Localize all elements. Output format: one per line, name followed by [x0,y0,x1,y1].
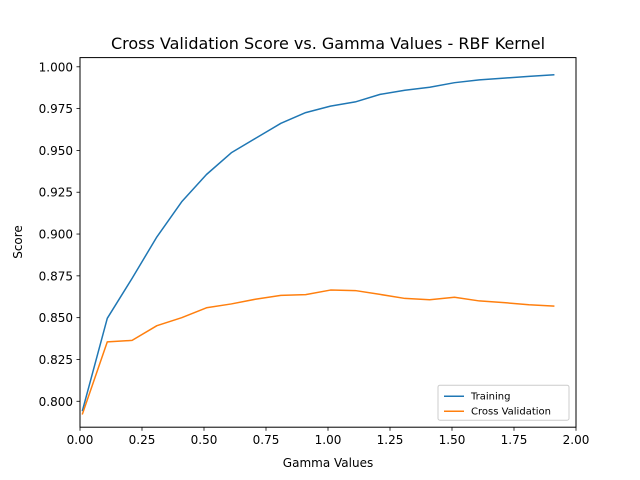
x-tick-label: 1.25 [377,433,404,447]
legend-label-cross-validation: Cross Validation [471,407,551,418]
y-tick-label: 0.800 [39,395,73,409]
series-layer [81,74,555,415]
legend: Training Cross Validation [437,384,570,421]
x-tick-label: 0.75 [253,433,280,447]
series-line-training [81,74,555,412]
y-tick-label: 0.875 [39,269,73,283]
y-tick-label: 0.900 [39,228,73,242]
chart-title: Cross Validation Score vs. Gamma Values … [111,34,545,53]
y-tick-label: 0.925 [39,186,73,200]
y-tick-label: 0.825 [39,353,73,367]
x-tick-label: 2.00 [563,433,590,447]
y-tick-label: 1.000 [39,60,73,74]
x-tick-label: 0.25 [129,433,156,447]
series-line-cross-validation [81,289,555,415]
x-axis: 0.00 0.25 0.50 0.75 1.00 1.25 1.50 1.75 2.00 [67,427,590,447]
y-tick-label: 0.850 [39,311,73,325]
x-tick-label: 1.75 [501,433,528,447]
y-tick-label: 0.950 [39,144,73,158]
x-tick-label: 1.00 [315,433,342,447]
y-axis: 0.800 0.825 0.850 0.875 0.900 0.925 0.950 0.975… [39,60,80,409]
legend-box [437,384,570,421]
legend-label-training: Training [470,392,510,403]
y-tick-label: 0.975 [39,102,73,116]
x-axis-label: Gamma Values [283,456,373,470]
x-tick-label: 0.00 [67,433,94,447]
y-axis-label: Score [11,225,25,259]
x-tick-label: 1.50 [439,433,466,447]
x-tick-label: 0.50 [191,433,218,447]
